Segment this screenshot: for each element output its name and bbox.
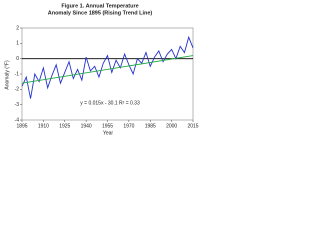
x-tick-label: 1895	[16, 123, 27, 129]
x-axis-label: Year	[103, 130, 113, 136]
y-tick-label: -1	[15, 71, 20, 77]
x-tick-label: 1955	[102, 123, 113, 129]
y-tick-label: -4	[15, 117, 20, 123]
x-tick-label: 1985	[145, 123, 156, 129]
series-line	[21, 35, 194, 99]
x-tick-label: 1910	[38, 123, 49, 129]
chart-subtitle: Anomaly Since 1895 (Rising Trend Line)	[48, 10, 153, 16]
y-tick-label: 1	[16, 41, 19, 47]
x-tick-label: 2000	[166, 123, 177, 129]
chart: Figure 1. Annual Temperature Anomaly Sin…	[0, 0, 200, 139]
page: {"chart_data": {"type": "line", "title":…	[0, 0, 200, 139]
chart-title: Figure 1. Annual Temperature	[61, 3, 138, 9]
y-axis-label: Anomaly (°F)	[4, 60, 10, 90]
y-tick-label: -3	[15, 102, 20, 108]
annotation: y = 0.015x - 30.1 R² = 0.33	[80, 100, 140, 106]
series-line	[21, 55, 194, 84]
x-tick-label: 1940	[81, 123, 92, 129]
x-tick-label: 1925	[59, 123, 70, 129]
x-tick-label: 1970	[123, 123, 134, 129]
y-tick-label: -2	[15, 87, 20, 93]
y-tick-label: 0	[16, 56, 19, 62]
x-tick-label: 2015	[187, 123, 198, 129]
background	[0, 0, 200, 139]
y-tick-label: 2	[16, 25, 19, 31]
